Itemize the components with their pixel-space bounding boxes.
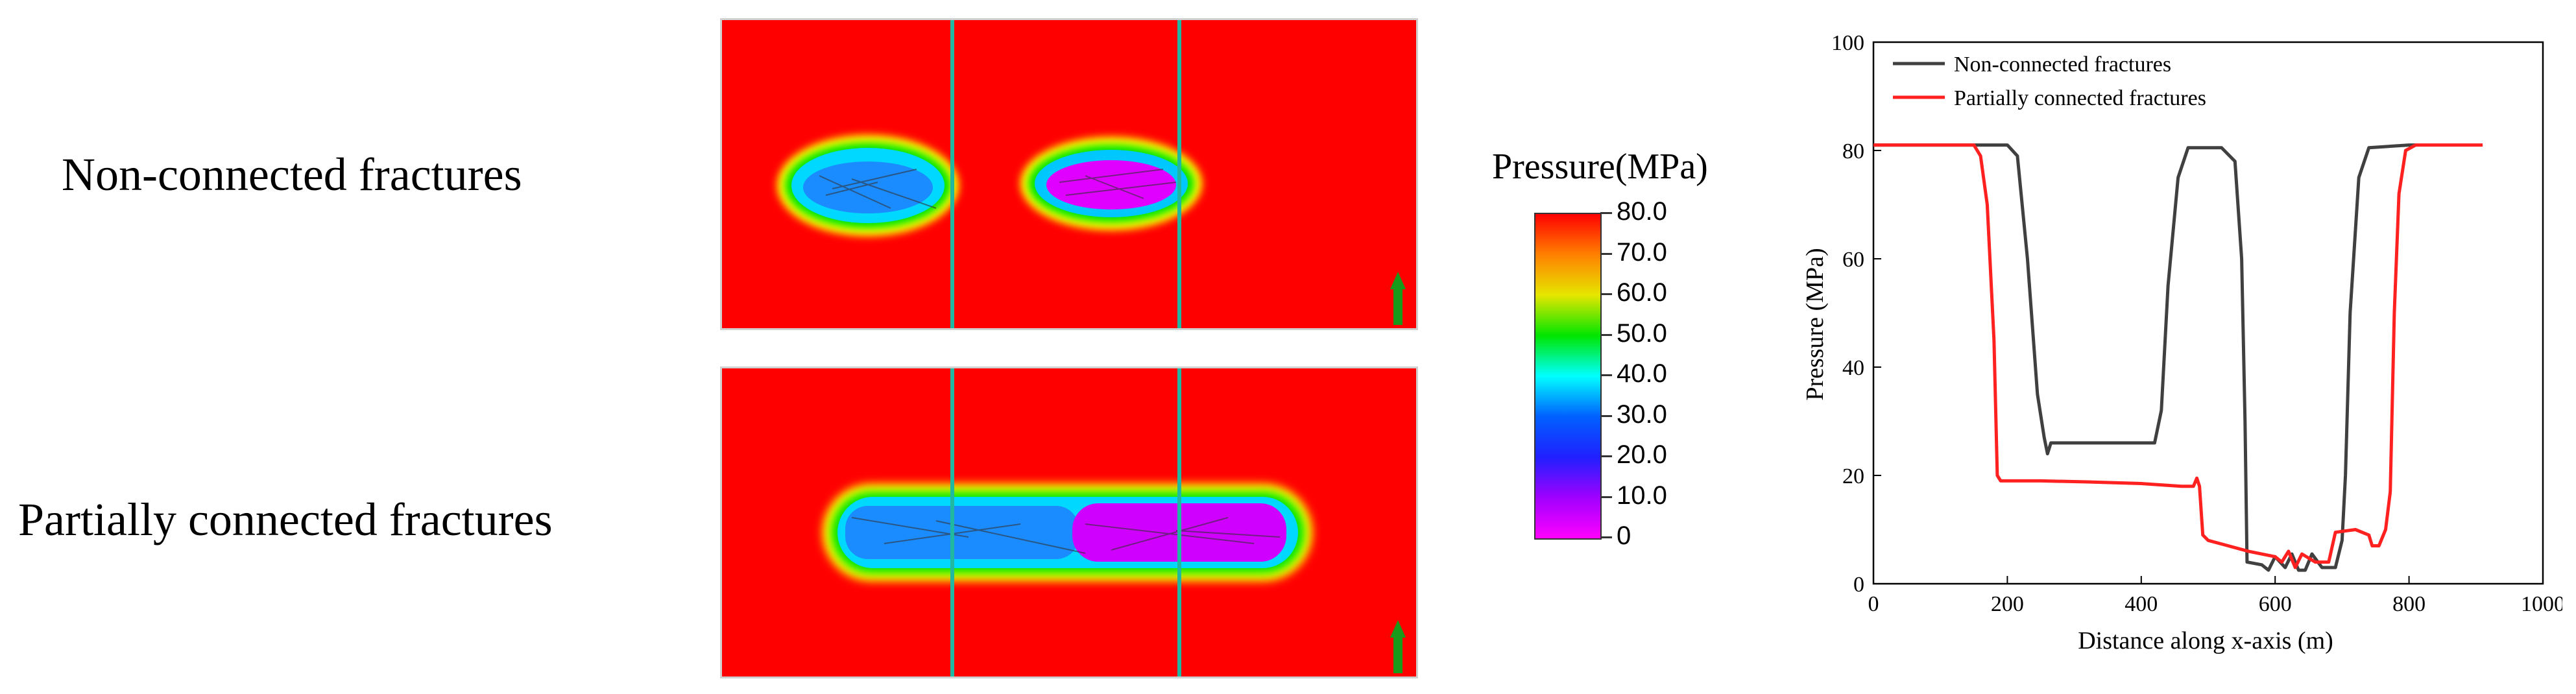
legend-tick-mark [1600,293,1612,295]
plot-frame [1872,41,2544,585]
x-axis-label: Distance along x-axis (m) [2078,627,2333,654]
legend-tick-label: 80.0 [1617,197,1667,226]
legend-tick-label: 70.0 [1617,237,1667,267]
x-tick-label: 200 [1991,592,2024,616]
legend-entry-2: Partially connected fractures [1954,86,2206,110]
legend-tick-mark [1600,414,1612,417]
legend-tick-mark [1600,536,1612,538]
chart-axes: 0 200 400 600 800 1000 0 20 40 60 80 100 [1831,31,2562,616]
north-arrow-icon [1390,620,1406,673]
x-tick-label: 400 [2125,592,2158,616]
legend-tick-mark [1600,212,1612,214]
series-line-2 [1873,143,2483,569]
y-tick-label: 0 [1853,573,1864,597]
legend-entry-1: Non-connected fractures [1954,53,2171,77]
row-label-non-connected: Non-connected fractures [62,149,522,200]
legend-tick-label: 0 [1617,521,1631,550]
legend-tick-label: 60.0 [1617,278,1667,307]
depletion-zone-right [1020,137,1202,230]
legend-tick-label: 30.0 [1617,400,1667,429]
legend-title: Pressure(MPa) [1492,147,1708,187]
depletion-zone-connected [823,484,1312,581]
legend-tick-mark [1600,496,1612,498]
y-tick-label: 20 [1842,464,1864,488]
legend-tick-label: 40.0 [1617,359,1667,388]
chart-series [1873,143,2483,572]
x-tick-label: 800 [2392,592,2426,616]
y-tick-label: 100 [1831,31,1864,55]
pressure-map-partially-connected [720,366,1418,678]
legend-tick-mark [1600,455,1612,457]
x-tick-label: 1000 [2521,592,2562,616]
legend-tick-mark [1600,374,1612,376]
depletion-zone-left [777,135,959,236]
legend-tick-mark [1600,252,1612,255]
y-axis-label: Pressure (MPa) [1801,248,1829,400]
series-line-1 [1873,143,2416,572]
y-tick-label: 60 [1842,248,1864,272]
pressure-map-non-connected-svg [777,20,1406,328]
pressure-map-partially-connected-svg [823,368,1406,676]
chart-legend: Non-connected fractures Partially connect… [1893,53,2206,110]
pressure-line-chart: 0 200 400 600 800 1000 0 20 40 60 80 100 Non-connec… [1801,31,2562,654]
y-tick-label: 40 [1842,356,1864,380]
row-label-partially-connected: Partially connected fractures [18,494,553,545]
legend-tick-label: 10.0 [1617,481,1667,510]
north-arrow-icon [1390,272,1406,325]
legend-tick-label: 20.0 [1617,440,1667,469]
legend-tick-mark [1600,333,1612,336]
pressure-map-non-connected [720,18,1418,330]
y-tick-label: 80 [1842,139,1864,163]
x-tick-label: 600 [2259,592,2292,616]
legend-colorbar [1534,213,1602,540]
x-tick-label: 0 [1868,592,1879,616]
legend-tick-label: 50.0 [1617,318,1667,348]
